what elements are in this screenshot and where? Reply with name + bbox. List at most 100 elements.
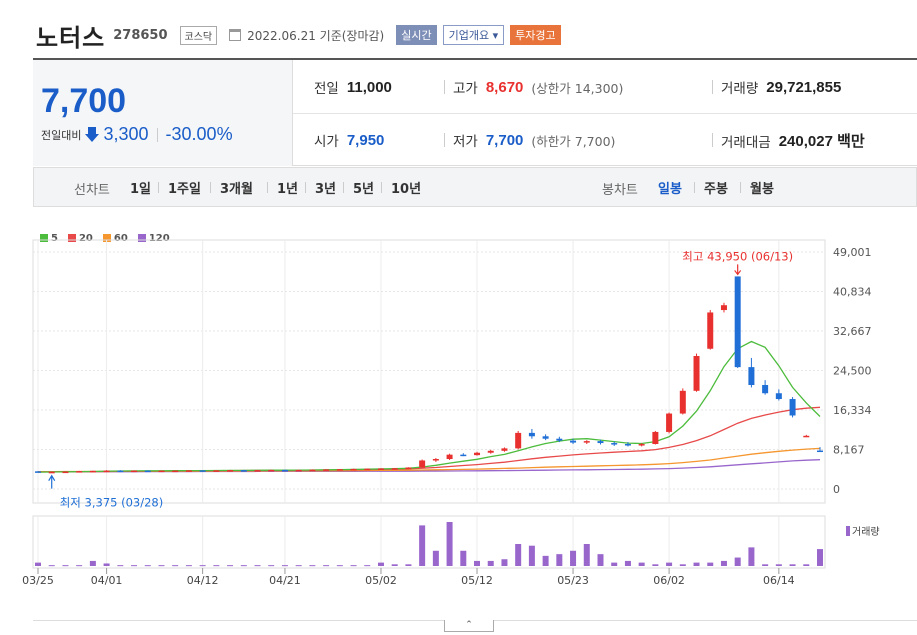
volume-bar bbox=[172, 565, 179, 567]
period-1w[interactable]: 1주일 bbox=[168, 182, 201, 197]
amount-label: 거래대금 bbox=[721, 134, 771, 151]
period-5y[interactable]: 5년 bbox=[353, 182, 375, 197]
volume-bar bbox=[144, 565, 151, 567]
volume-bar bbox=[432, 550, 439, 566]
stock-code: 278650 bbox=[113, 27, 168, 43]
volume-legend: 거래량 bbox=[846, 523, 880, 538]
volume-bar bbox=[268, 565, 275, 567]
volume-bar bbox=[501, 559, 508, 566]
period-3m[interactable]: 3개월 bbox=[220, 182, 253, 197]
x-tick-label: 06/14 bbox=[763, 574, 795, 587]
candle-body bbox=[720, 305, 727, 311]
candle-body bbox=[62, 471, 69, 474]
calendar-icon bbox=[229, 29, 242, 41]
candle-body bbox=[295, 469, 302, 472]
candle-body bbox=[364, 468, 371, 471]
line-chart-label: 선차트 bbox=[74, 183, 110, 198]
lower-limit: (하한가 7,700) bbox=[531, 133, 616, 149]
y-tick-label: 32,667 bbox=[833, 325, 872, 338]
candle-daily[interactable]: 일봉 bbox=[658, 182, 682, 197]
amount-value: 240,027 백만 bbox=[778, 133, 865, 150]
y-tick-label: 0 bbox=[833, 483, 840, 496]
divider bbox=[305, 182, 306, 193]
volume-bar bbox=[597, 554, 604, 566]
volume-bar bbox=[309, 565, 316, 567]
collapse-chart-button[interactable]: ⌃ bbox=[444, 620, 494, 632]
open-value: 7,950 bbox=[346, 131, 385, 149]
divider bbox=[267, 182, 268, 193]
volume-bar bbox=[542, 555, 549, 566]
volume-bar bbox=[611, 562, 618, 566]
diff-value: 3,300 bbox=[103, 124, 149, 144]
volume-bar bbox=[76, 565, 83, 567]
investment-warning-badge[interactable]: 투자경고 bbox=[510, 25, 561, 45]
candle-body bbox=[158, 470, 165, 473]
period-3y[interactable]: 3년 bbox=[315, 182, 337, 197]
volume-bar bbox=[638, 562, 645, 566]
divider bbox=[381, 182, 382, 193]
candle-body bbox=[240, 470, 247, 472]
low-price: 저가 7,700 (하한가 7,700) bbox=[453, 130, 616, 151]
volume: 거래량 29,721,855 bbox=[721, 77, 842, 98]
realtime-button[interactable]: 실시간 bbox=[396, 25, 437, 45]
candle-body bbox=[679, 390, 686, 414]
period-1y[interactable]: 1년 bbox=[277, 182, 299, 197]
volume-bar bbox=[377, 562, 384, 566]
candle-weekly[interactable]: 주봉 bbox=[704, 182, 728, 197]
candle-body bbox=[89, 470, 96, 473]
candle-body bbox=[254, 470, 261, 472]
candle-body bbox=[817, 450, 823, 453]
min-arrow-icon bbox=[48, 474, 56, 489]
candle-body bbox=[323, 469, 330, 471]
volume-bar bbox=[254, 565, 261, 567]
divider bbox=[158, 182, 159, 193]
divider bbox=[210, 182, 211, 193]
candle-body bbox=[707, 312, 714, 349]
market-badge: 코스닥 bbox=[179, 25, 218, 45]
divider bbox=[712, 133, 713, 147]
ma-legend: 5 20 60 120 bbox=[40, 233, 170, 244]
volume-bar bbox=[213, 565, 220, 567]
legend-ma5: 5 bbox=[40, 233, 58, 244]
candle-body bbox=[474, 452, 481, 456]
divider bbox=[343, 182, 344, 193]
y-tick-label: 8,167 bbox=[833, 444, 865, 457]
candle-body bbox=[35, 471, 41, 473]
divider bbox=[740, 182, 741, 193]
max-price-annotation: 최고 43,950 (06/13) bbox=[682, 249, 793, 263]
chevron-down-icon: ▾ bbox=[492, 29, 499, 42]
price-plot-frame bbox=[32, 239, 826, 504]
current-price-panel: 7,700 전일대비 3,300 -30.00% bbox=[33, 60, 293, 166]
candle-body bbox=[131, 470, 138, 473]
candle-monthly[interactable]: 월봉 bbox=[750, 182, 774, 197]
company-overview-button[interactable]: 기업개요 ▾ bbox=[442, 25, 505, 45]
volume-bar bbox=[227, 565, 234, 567]
volume-bar bbox=[460, 550, 467, 566]
price-chart[interactable]: 49,001 40,834 32,667 24,500 16,334 8,167 0 03/2… bbox=[0, 0, 917, 620]
volume-bar bbox=[350, 565, 357, 567]
high-price: 고가 8,670 (상한가 14,300) bbox=[453, 77, 623, 98]
volume-value: 29,721,855 bbox=[766, 78, 842, 96]
low-value: 7,700 bbox=[485, 131, 524, 149]
row-divider bbox=[293, 113, 917, 114]
prev-close-value: 11,000 bbox=[346, 78, 392, 96]
period-1d[interactable]: 1일 bbox=[130, 182, 152, 197]
volume-bar bbox=[185, 565, 192, 567]
volume-bar bbox=[62, 565, 69, 567]
divider bbox=[156, 127, 158, 142]
candle-body bbox=[268, 469, 275, 472]
price-change-row: 전일대비 3,300 -30.00% bbox=[41, 124, 233, 145]
volume-bar bbox=[446, 522, 453, 566]
candle-body bbox=[391, 468, 398, 470]
volume-legend-label: 거래량 bbox=[852, 527, 880, 538]
volume-bar bbox=[295, 565, 302, 567]
candle-body bbox=[597, 441, 604, 444]
candle-body bbox=[652, 431, 659, 445]
down-arrow-icon bbox=[85, 126, 100, 143]
candle-body bbox=[117, 470, 124, 473]
candle-body bbox=[487, 450, 494, 453]
volume-bar bbox=[666, 562, 673, 566]
period-10y[interactable]: 10년 bbox=[391, 182, 422, 197]
divider bbox=[712, 80, 713, 94]
candle-body bbox=[227, 470, 234, 472]
